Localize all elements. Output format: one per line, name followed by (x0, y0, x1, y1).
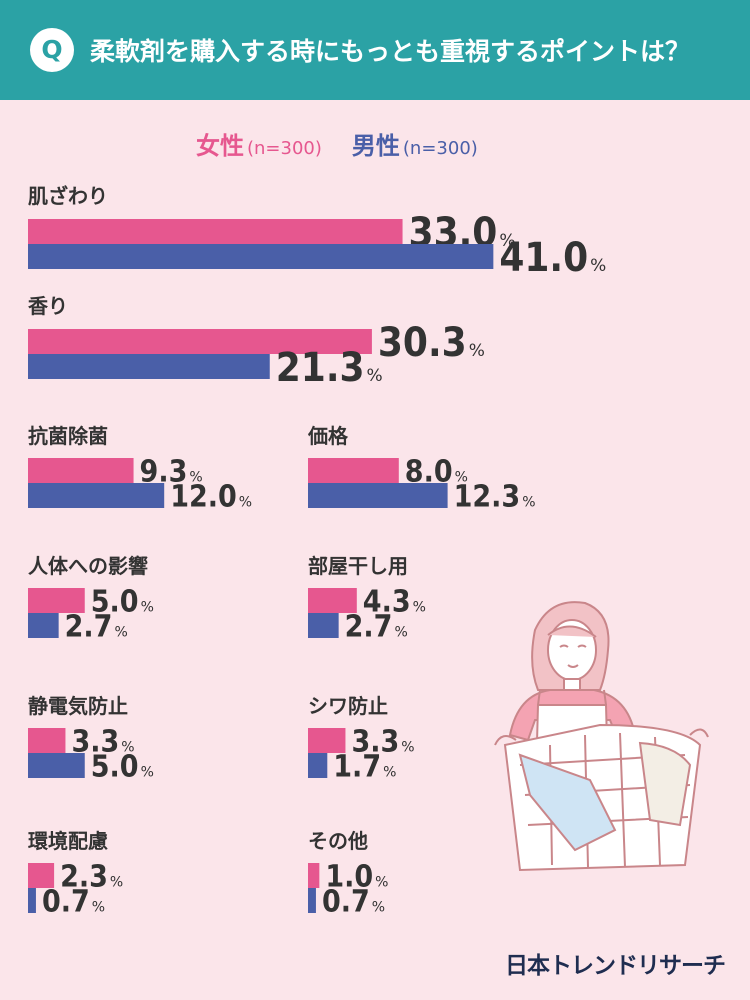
male-bar (308, 753, 328, 778)
legend-female: 女性 (n=300) (196, 132, 322, 160)
male-value-label: 21.3% (276, 345, 383, 391)
male-bar (28, 354, 270, 379)
legend-male: 男性 (n=300) (352, 132, 478, 160)
female-value-label: 2.3% (60, 859, 123, 894)
category-label: 香り (28, 294, 68, 318)
category-label: 部屋干し用 (308, 554, 408, 578)
category-label: 環境配慮 (28, 829, 108, 853)
female-bar (28, 329, 372, 354)
male-bar (308, 613, 339, 638)
brand-logo: 日本トレンドリサーチ (505, 953, 726, 979)
female-bar (308, 728, 346, 753)
female-bar (308, 588, 357, 613)
male-bar (308, 483, 448, 508)
category-label: 肌ざわり (28, 184, 108, 208)
male-bar (308, 888, 316, 913)
legend: 女性 (n=300) 男性 (n=300) (196, 126, 478, 161)
woman-with-laundry-basket-illustration (494, 601, 709, 872)
male-value-label: 1.7% (333, 749, 396, 784)
header-banner: Q 柔軟剤を購入する時にもっとも重視するポイントは？ (0, 0, 750, 100)
male-value-label: 5.0% (91, 749, 154, 784)
female-bar (28, 588, 85, 613)
female-value-label: 3.3% (351, 724, 414, 759)
legend-female-n: (n=300) (247, 138, 322, 159)
category-label: 人体への影響 (28, 554, 148, 578)
category-label: 静電気防止 (28, 694, 128, 718)
category-label: 抗菌除菌 (28, 424, 108, 448)
legend-female-label: 女性 (196, 132, 244, 160)
category-label: 価格 (307, 424, 349, 448)
male-value-label: 41.0% (499, 235, 606, 281)
male-value-label: 12.3% (454, 479, 536, 514)
male-bar (28, 244, 494, 269)
male-value-label: 2.7% (345, 609, 408, 644)
female-bar (308, 863, 320, 888)
legend-male-label: 男性 (351, 132, 400, 160)
male-value-label: 0.7% (42, 884, 105, 919)
female-value-label: 4.3% (363, 584, 426, 619)
male-bar (28, 753, 85, 778)
female-value-label: 30.3% (378, 320, 485, 366)
male-value-label: 2.7% (65, 609, 128, 644)
category-label: その他 (308, 829, 368, 853)
male-bar (28, 888, 36, 913)
category-label: シワ防止 (308, 694, 388, 718)
male-value-label: 0.7% (322, 884, 385, 919)
male-value-label: 12.0% (170, 479, 252, 514)
male-bar (28, 613, 59, 638)
female-value-label: 1.0% (325, 859, 388, 894)
female-bar (28, 458, 134, 483)
female-value-label: 5.0% (91, 584, 154, 619)
male-bar (28, 483, 165, 508)
female-bar (308, 458, 399, 483)
legend-male-n: (n=300) (402, 138, 478, 159)
female-bar (28, 863, 55, 888)
chart-title: 柔軟剤を購入する時にもっとも重視するポイントは？ (90, 37, 691, 66)
female-bar (28, 219, 403, 244)
female-bar (28, 728, 66, 753)
question-badge: Q (30, 28, 74, 72)
